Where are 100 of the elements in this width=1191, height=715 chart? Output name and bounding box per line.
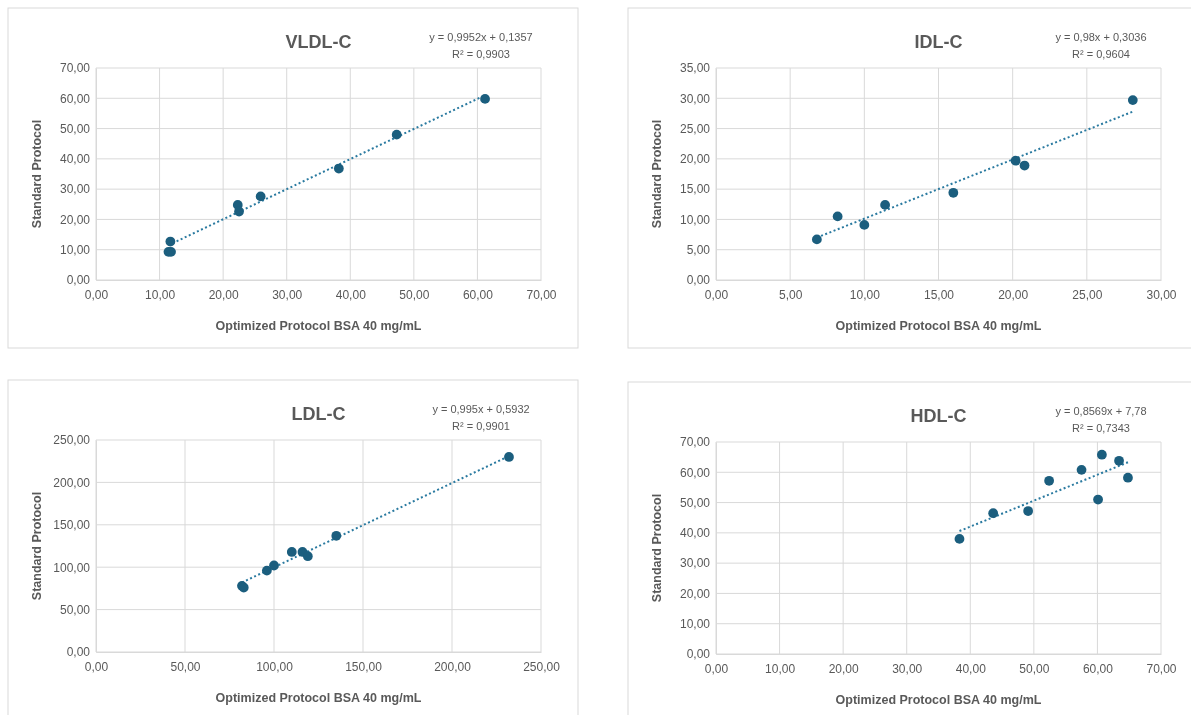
x-tick-label: 20,00 xyxy=(998,287,1029,302)
x-tick-label: 70,00 xyxy=(526,287,557,302)
y-axis-title: Standard Protocol xyxy=(30,119,44,229)
x-axis-title: Optimized Protocol BSA 40 mg/mL xyxy=(835,319,1042,333)
point xyxy=(1044,475,1054,486)
point xyxy=(948,187,959,198)
y-tick-label: 50,00 xyxy=(679,495,711,510)
y-tick-label: 100,00 xyxy=(53,560,91,575)
point xyxy=(302,551,313,562)
x-tick-label: 70,00 xyxy=(1146,661,1177,676)
x-tick-label: 20,00 xyxy=(828,661,859,676)
chart-title: VLDL-C xyxy=(285,32,352,52)
text: y = 0,995x + 0,5932 xyxy=(432,403,530,415)
y-tick-label: 0,00 xyxy=(66,273,91,288)
point xyxy=(333,163,344,174)
point xyxy=(1093,494,1103,505)
x-tick-label: 60,00 xyxy=(1082,661,1114,676)
x-tick-label: 30,00 xyxy=(272,287,303,302)
point xyxy=(832,211,843,222)
point xyxy=(880,200,890,210)
point xyxy=(811,234,822,245)
y-axis-title: Standard Protocol xyxy=(650,119,664,229)
y-tick-label: 30,00 xyxy=(59,182,91,197)
point xyxy=(504,452,514,462)
text: R² = 0,9604 xyxy=(1072,48,1130,60)
y-tick-label: 30,00 xyxy=(679,556,711,571)
point xyxy=(165,236,176,247)
x-tick-label: 250,00 xyxy=(523,659,561,674)
text: y = 0,8569x + 7,78 xyxy=(1055,405,1147,417)
y-tick-label: 25,00 xyxy=(679,121,711,136)
x-axis-title: Optimized Protocol BSA 40 mg/mL xyxy=(835,693,1042,707)
x-tick-label: 5,00 xyxy=(778,287,803,302)
point xyxy=(480,94,490,104)
chart-title: LDL-C xyxy=(291,404,346,424)
text: R² = 0,9901 xyxy=(452,420,510,432)
x-tick-label: 50,00 xyxy=(1019,661,1050,676)
y-tick-label: 40,00 xyxy=(59,152,91,167)
x-tick-label: 30,00 xyxy=(892,661,923,676)
y-tick-label: 10,00 xyxy=(679,212,711,227)
x-tick-label: 50,00 xyxy=(170,659,201,674)
x-tick-label: 40,00 xyxy=(335,287,367,302)
y-tick-label: 250,00 xyxy=(53,433,91,448)
y-tick-label: 30,00 xyxy=(679,91,711,106)
x-tick-label: 40,00 xyxy=(955,661,987,676)
point xyxy=(1127,95,1138,105)
text: y = 0,9952x + 0,1357 xyxy=(429,31,533,43)
x-tick-label: 50,00 xyxy=(399,287,430,302)
point xyxy=(954,534,965,544)
point xyxy=(255,191,266,202)
y-tick-label: 60,00 xyxy=(679,465,711,480)
y-tick-label: 200,00 xyxy=(53,475,91,490)
point xyxy=(1123,472,1133,483)
chart-title: HDL-C xyxy=(910,406,967,426)
point xyxy=(261,565,272,576)
x-tick-label: 20,00 xyxy=(208,287,239,302)
point xyxy=(1076,464,1087,475)
point xyxy=(988,508,999,519)
y-tick-label: 0,00 xyxy=(686,647,711,662)
x-axis-title: Optimized Protocol BSA 40 mg/mL xyxy=(215,319,422,333)
point xyxy=(1010,155,1021,166)
x-tick-label: 10,00 xyxy=(849,287,881,302)
text: R² = 0,7343 xyxy=(1072,422,1130,434)
text: R² = 0,9903 xyxy=(452,48,510,60)
y-tick-label: 0,00 xyxy=(686,273,711,288)
x-tick-label: 0,00 xyxy=(704,661,729,676)
x-tick-label: 0,00 xyxy=(84,287,109,302)
y-tick-label: 35,00 xyxy=(679,61,711,76)
y-axis-title: Standard Protocol xyxy=(650,493,664,603)
x-tick-label: 30,00 xyxy=(1146,287,1177,302)
point xyxy=(1114,455,1124,466)
y-tick-label: 50,00 xyxy=(59,121,91,136)
y-tick-label: 20,00 xyxy=(59,212,91,227)
y-axis-title: Standard Protocol xyxy=(30,491,44,601)
x-tick-label: 10,00 xyxy=(765,661,796,676)
x-tick-label: 10,00 xyxy=(145,287,176,302)
point xyxy=(859,220,870,230)
y-tick-label: 5,00 xyxy=(686,243,711,258)
y-tick-label: 70,00 xyxy=(679,435,711,450)
y-tick-label: 60,00 xyxy=(59,91,91,106)
x-axis-title: Optimized Protocol BSA 40 mg/mL xyxy=(215,691,422,705)
point xyxy=(269,560,279,571)
y-tick-label: 20,00 xyxy=(679,152,711,167)
x-tick-label: 0,00 xyxy=(84,659,109,674)
point xyxy=(234,206,244,217)
y-tick-label: 10,00 xyxy=(59,243,91,258)
x-tick-label: 0,00 xyxy=(704,287,729,302)
x-tick-label: 100,00 xyxy=(256,659,294,674)
y-tick-label: 150,00 xyxy=(53,518,91,533)
point xyxy=(391,129,402,140)
point xyxy=(1023,506,1034,516)
x-tick-label: 15,00 xyxy=(923,287,955,302)
x-tick-label: 150,00 xyxy=(345,659,383,674)
text: y = 0,98x + 0,3036 xyxy=(1055,31,1147,43)
x-tick-label: 60,00 xyxy=(462,287,494,302)
point xyxy=(331,530,342,541)
chart-title: IDL-C xyxy=(914,32,963,52)
y-tick-label: 10,00 xyxy=(679,617,711,632)
y-tick-label: 70,00 xyxy=(59,61,91,76)
point xyxy=(1019,160,1030,171)
y-tick-label: 50,00 xyxy=(59,602,91,617)
